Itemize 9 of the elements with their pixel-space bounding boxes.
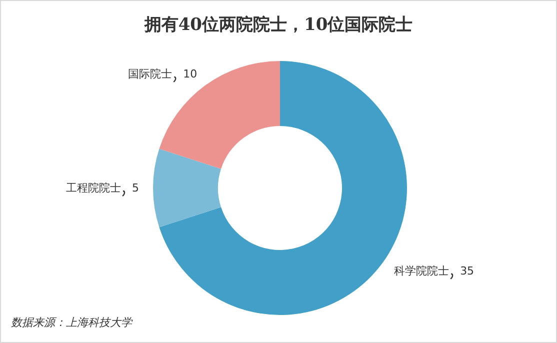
donut-slice: [153, 148, 222, 228]
slice-label: 国际院士: [128, 67, 172, 80]
source-note: 数据来源：上海科技大学: [11, 315, 132, 330]
data-label: 35: [460, 264, 474, 278]
data-label: 5: [132, 182, 139, 194]
data-label: 10: [183, 67, 198, 80]
slice-label: 工程院院士: [66, 182, 121, 194]
chart-title: 拥有40位两院院士，10位国际院士: [143, 14, 414, 36]
slice-label: 科学院院士: [394, 264, 450, 278]
